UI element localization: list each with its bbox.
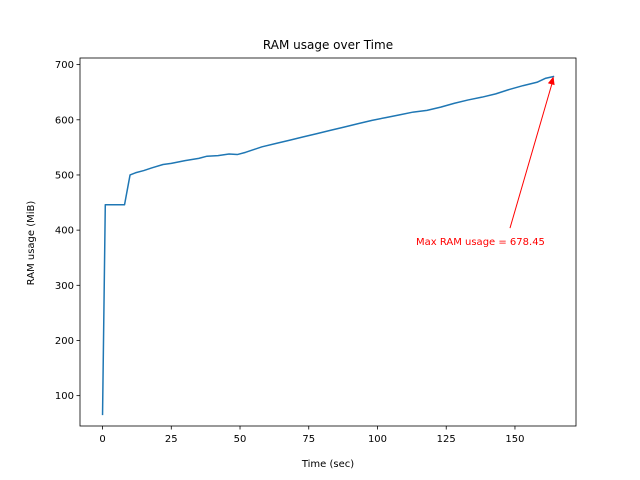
x-tick-label-150: 150 bbox=[505, 434, 524, 445]
y-tick-label-300: 300 bbox=[55, 281, 74, 292]
y-tick-label-400: 400 bbox=[55, 226, 74, 237]
x-tick-label-100: 100 bbox=[368, 434, 387, 445]
plot-area bbox=[101, 75, 555, 416]
x-tick-label-50: 50 bbox=[234, 434, 247, 445]
y-tick-label-500: 500 bbox=[55, 170, 74, 181]
x-tick-label-75: 75 bbox=[302, 434, 315, 445]
series-line-0 bbox=[101, 75, 555, 416]
x-axis-label: Time (sec) bbox=[301, 459, 354, 470]
x-tick-label-0: 0 bbox=[99, 434, 105, 445]
y-axis-label: RAM usage (MiB) bbox=[26, 201, 37, 286]
y-tick-label-200: 200 bbox=[55, 336, 74, 347]
annotation-arrowhead bbox=[547, 76, 555, 86]
axes-layer: 0 25 50 75 100 125 150 100 200 300 400 500 600 700 bbox=[55, 57, 577, 445]
annotation-label: Max RAM usage = 678.45 bbox=[416, 237, 545, 248]
annotation-layer: Max RAM usage = 678.45 bbox=[416, 76, 555, 248]
chart-title: RAM usage over Time bbox=[263, 38, 393, 52]
y-tick-label-600: 600 bbox=[55, 115, 74, 126]
plot-frame bbox=[79, 57, 577, 427]
y-tick-label-100: 100 bbox=[55, 391, 74, 402]
x-tick-label-125: 125 bbox=[437, 434, 456, 445]
y-tick-label-700: 700 bbox=[55, 60, 74, 71]
x-tick-label-25: 25 bbox=[165, 434, 178, 445]
annotation-arrow bbox=[509, 78, 554, 229]
